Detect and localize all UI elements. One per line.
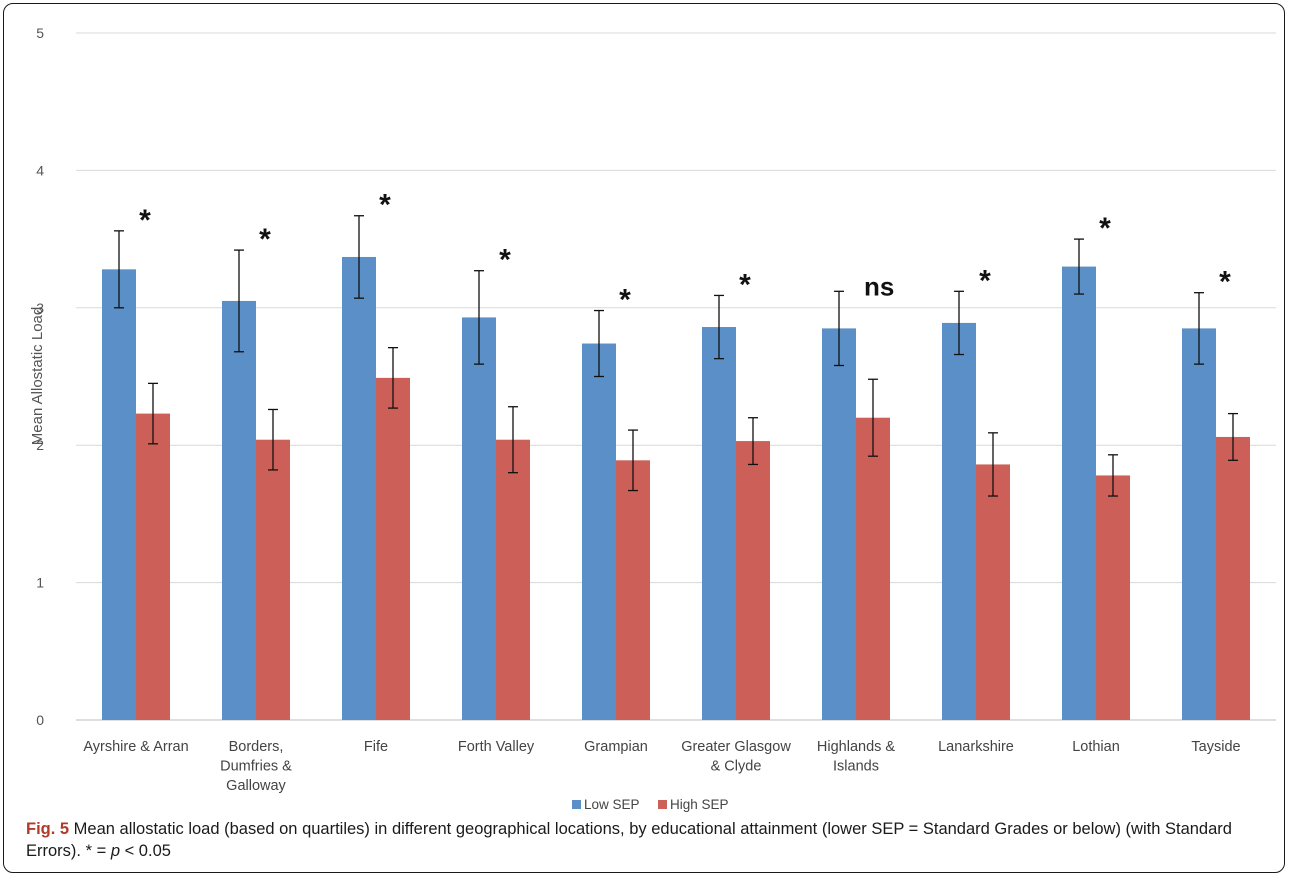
x-tick-label: Fife [364,739,388,755]
bar-low-sep [702,327,736,720]
significance-star: * [1099,212,1111,245]
significance-star: * [1219,266,1231,299]
legend-label: Low SEP [584,797,640,812]
y-axis-label: Mean Allostatic Load [29,307,46,445]
caption-p-symbol: p [110,842,120,860]
bar-low-sep [462,317,496,720]
legend-swatch [572,800,581,809]
significance-star: * [979,264,991,297]
significance-star: * [499,244,511,277]
x-tick-label: Ayrshire & Arran [83,739,188,755]
x-tick-label: Islands [833,759,879,775]
bar-low-sep [822,328,856,720]
x-tick-label: Borders, [229,739,284,755]
error-bars [114,215,1238,497]
caption-text: Mean allostatic load (based on quartiles… [26,820,1232,860]
figure-label: Fig. 5 [26,820,70,838]
x-tick-label: Greater Glasgow [681,739,791,755]
bar-high-sep [1096,475,1130,720]
legend: Low SEP High SEP [572,797,729,812]
bar-low-sep [342,256,376,720]
significance-label: ns [864,271,894,301]
bar-chart: 0 1 2 3 4 5 Mean Allostatic Load * * * * * * ns * ** … [29,25,1276,812]
x-tick-label: Lanarkshire [938,739,1014,755]
figure-frame: 0 1 2 3 4 5 Mean Allostatic Load * * * * * * ns * * * … [3,3,1285,873]
bar-high-sep [256,439,290,720]
bar-low-sep [1182,328,1216,720]
y-tick-label: 2 [36,437,44,453]
bar-high-sep [616,460,650,720]
bars [102,256,1250,720]
significance-star: * [619,284,631,317]
bar-high-sep [976,464,1010,720]
caption-p-threshold: < 0.05 [120,842,171,860]
x-axis-labels: Ayrshire & Arran Borders, Dumfries & Gallow… [83,739,1240,794]
legend-swatch [658,800,667,809]
x-tick-label: Highlands & [817,739,896,755]
figure-caption: Fig. 5 Mean allostatic load (based on qu… [26,818,1276,862]
x-tick-label: Galloway [226,778,286,794]
significance-star: * [379,189,391,222]
x-tick-label: & Clyde [711,759,762,775]
bar-high-sep [1216,436,1250,720]
x-tick-label: Tayside [1191,739,1240,755]
y-tick-label: 0 [36,712,44,728]
y-tick-label: 4 [36,162,44,178]
significance-star: * [739,268,751,301]
bar-high-sep [136,413,170,720]
x-tick-label: Forth Valley [458,739,535,755]
y-tick-label: 3 [36,300,44,316]
bar-low-sep [942,322,976,720]
bar-high-sep [856,417,890,720]
bar-low-sep [1062,266,1096,720]
significance-star: * [139,204,151,237]
x-tick-label: Grampian [584,739,648,755]
y-tick-label: 1 [36,575,44,591]
bar-low-sep [222,300,256,720]
legend-label: High SEP [670,797,729,812]
x-tick-label: Dumfries & [220,759,292,775]
bar-high-sep [496,439,530,720]
bar-low-sep [102,269,136,720]
y-axis-ticks: 0 1 2 3 4 5 [36,25,44,728]
bar-high-sep [376,377,410,720]
significance-annotations: * * * * * * ns * * * [139,189,1231,317]
bar-low-sep [582,343,616,720]
bar-high-sep [736,441,770,720]
significance-star: * [259,223,271,256]
y-tick-label: 5 [36,25,44,41]
x-tick-label: Lothian [1072,739,1120,755]
